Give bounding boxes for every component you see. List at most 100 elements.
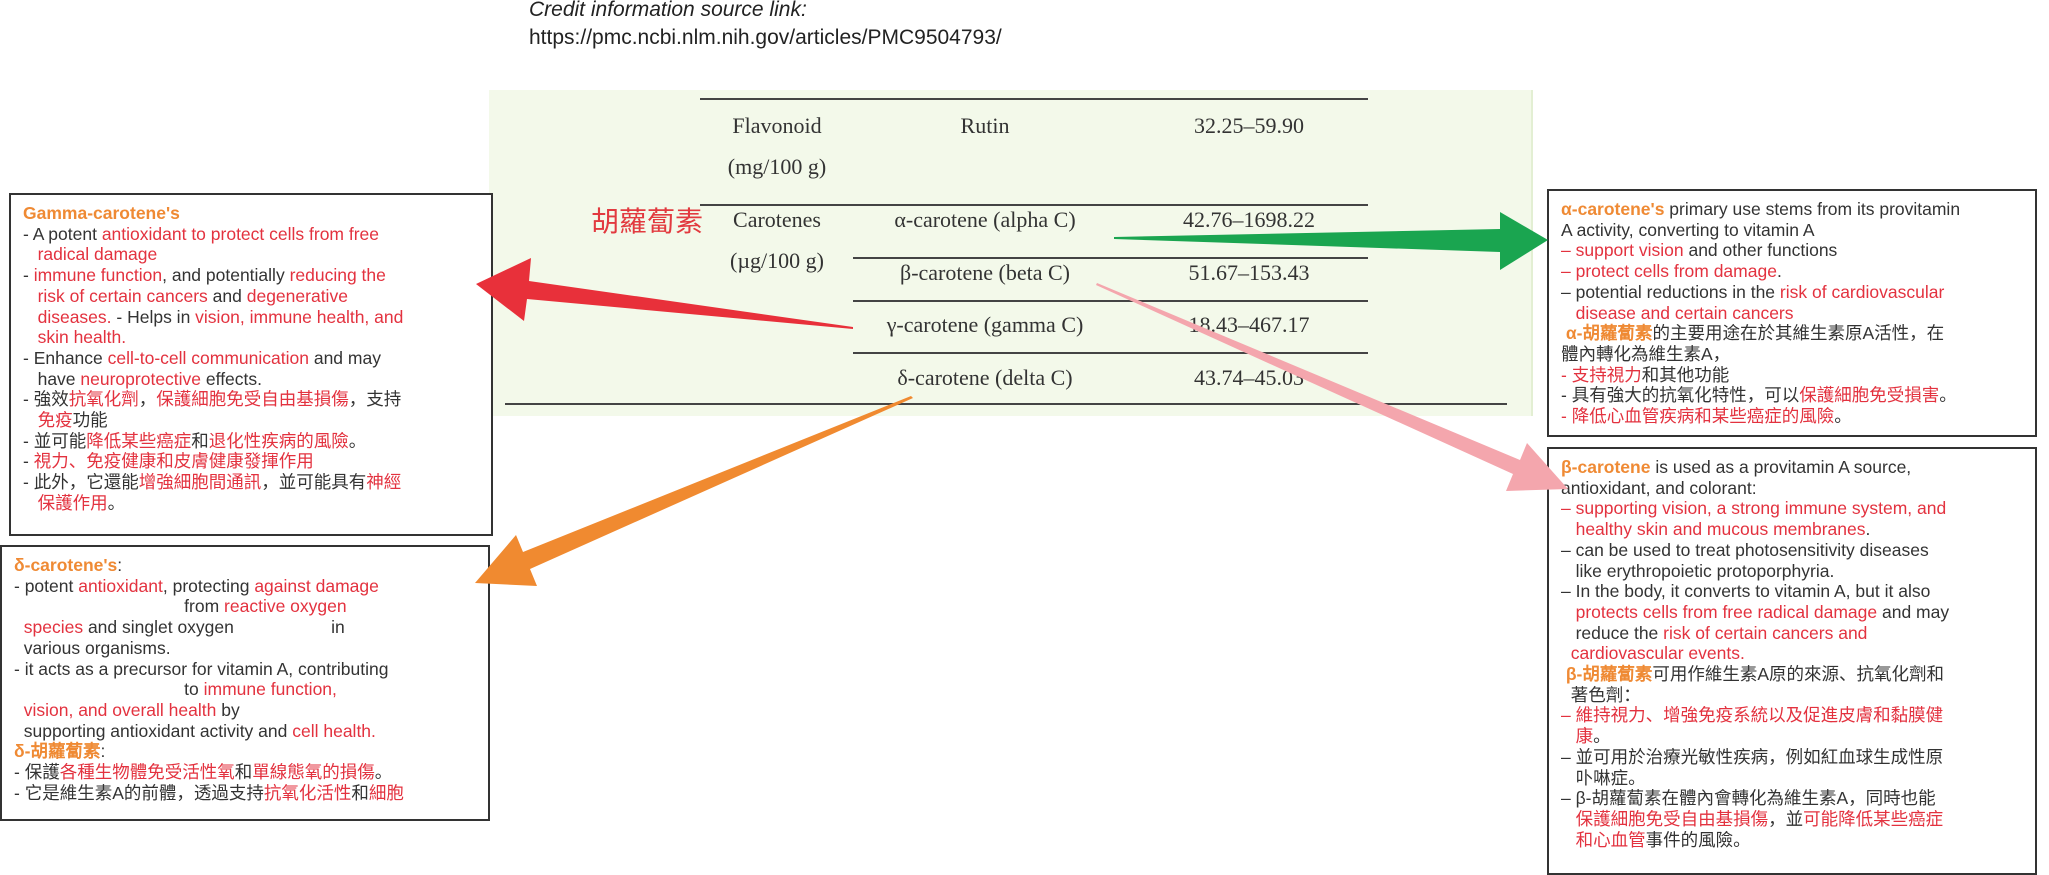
- body-text: 和其他功能: [1641, 364, 1730, 385]
- delta-carotene-note: δ-carotene's: - potent antioxidant, prote…: [0, 545, 490, 821]
- gamma-note-line: - Enhance cell-to-cell communication and…: [23, 348, 479, 369]
- body-text: to: [14, 679, 204, 700]
- body-text: 。: [374, 762, 393, 783]
- body-text: - 強效: [23, 389, 69, 410]
- highlighted-text: immune function,: [203, 679, 337, 700]
- table-rule: [853, 300, 1368, 302]
- beta-note-line: like erythropoietic protoporphyria.: [1561, 561, 2023, 582]
- body-text: A activity, converting to vitamin A: [1561, 219, 1815, 240]
- term-heading: α-carotene's: [1561, 199, 1665, 219]
- body-text: - 保護: [14, 762, 60, 783]
- highlighted-text: - 降低心血管疾病和某些癌症的風險: [1561, 406, 1835, 427]
- term-heading: β-胡蘿蔔素: [1561, 664, 1653, 685]
- highlighted-text: 增強細胞間通訊: [138, 472, 262, 493]
- term-heading: δ-胡蘿蔔素: [14, 741, 101, 762]
- flavonoid-range: 32.25–59.90: [1194, 113, 1304, 138]
- alpha-note-line: α-胡蘿蔔素的主要用途在於其維生素原A活性，在: [1561, 323, 2023, 344]
- highlighted-text: 保護作用: [37, 492, 108, 513]
- beta-note-line: protects cells from free radical damage …: [1561, 602, 2023, 623]
- body-text: from: [14, 596, 225, 617]
- body-text: like erythropoietic protoporphyria.: [1561, 560, 1835, 581]
- body-text: 體內轉化為維生素A，: [1561, 343, 1731, 364]
- table-rule: [853, 352, 1368, 354]
- body-text: - 它是維生素A的前體，透過支持: [14, 782, 264, 803]
- highlighted-text: – 維持視力、增強免疫系統以及促進皮膚和黏膜健: [1561, 705, 1944, 726]
- delta-note-line: - 保護各種生物體免受活性氧和單線態氧的損傷。: [14, 762, 476, 783]
- body-text: , and potentially: [162, 265, 290, 286]
- highlighted-text: 可能降低某些癌症: [1803, 808, 1944, 829]
- beta-note-line: 著色劑：: [1561, 685, 2023, 706]
- body-text: 事件的風險。: [1645, 829, 1751, 850]
- highlighted-text: vision, immune health, and: [195, 306, 404, 327]
- highlighted-text: reactive oxygen: [224, 596, 347, 617]
- highlighted-text: 視力、免疫健康和皮膚健康發揮作用: [33, 451, 314, 472]
- alpha-note-line: - 具有強大的抗氧化特性，可以保護細胞免受損害。: [1561, 385, 2023, 406]
- body-text: – can be used to treat photosensitivity …: [1561, 539, 1929, 560]
- table-rule: [505, 403, 1507, 405]
- body-text: 卟啉症。: [1561, 767, 1646, 788]
- term-heading: α-胡蘿蔔素: [1561, 323, 1653, 344]
- credit-url: https://pmc.ncbi.nlm.nih.gov/articles/PM…: [529, 26, 1002, 49]
- delta-note-line: - potent antioxidant, protecting against…: [14, 576, 476, 597]
- highlighted-text: healthy skin and mucous membranes: [1575, 519, 1866, 540]
- alpha-carotene-note: α-carotene's primary use stems from its …: [1547, 189, 2037, 437]
- highlighted-text: against damage: [254, 575, 379, 596]
- highlighted-text: reducing the: [289, 265, 386, 286]
- body-text: 。: [1834, 406, 1852, 427]
- gamma-note-line: - 此外，它還能增強細胞間通訊，並可能具有神經: [23, 472, 479, 493]
- beta-note-line: reduce the risk of certain cancers and: [1561, 623, 2023, 644]
- body-text: and: [207, 285, 247, 306]
- green-arrow-alpha: [1114, 212, 1548, 270]
- highlighted-text: cardiovascular events.: [1570, 643, 1745, 664]
- beta-note-line: 卟啉症。: [1561, 768, 2023, 789]
- highlighted-text: species: [23, 617, 84, 638]
- beta-note-line: β-carotene is used as a provitamin A sou…: [1561, 457, 2023, 478]
- highlighted-text: 退化性疾病的風險: [208, 430, 349, 451]
- highlighted-text: –: [1561, 240, 1576, 261]
- body-text: 功能: [72, 410, 108, 431]
- highlighted-text: neuroprotective: [80, 368, 202, 389]
- gamma-note-line: Gamma-carotene's: [23, 203, 479, 224]
- gamma-carotene-note: Gamma-carotene's - A potent antioxidant t…: [9, 193, 493, 536]
- alpha-note-line: – protect cells from damage.: [1561, 261, 2023, 282]
- body-text: effects.: [201, 368, 263, 389]
- beta-note-line: healthy skin and mucous membranes.: [1561, 519, 2023, 540]
- alpha-note-line: α-carotene's primary use stems from its …: [1561, 199, 2023, 220]
- delta-note-line: various organisms.: [14, 638, 476, 659]
- flavonoid-unit: (mg/100 g): [727, 154, 827, 179]
- body-text: by: [216, 699, 240, 720]
- body-text: ，並: [1768, 808, 1804, 829]
- delta-note-line: species and singlet oxygen in: [14, 617, 476, 638]
- credit-info: Credit information source link: https://…: [529, 0, 1002, 52]
- highlighted-text: 抗氧化活性: [263, 782, 352, 803]
- highlighted-text: 康: [1575, 726, 1594, 747]
- body-text: -: [23, 451, 34, 472]
- pink-arrow-beta: [1096, 283, 1568, 491]
- body-text: is used as a provitamin A source,: [1650, 457, 1912, 477]
- highlighted-text: disease and certain cancers: [1575, 302, 1794, 323]
- beta-note-line: cardiovascular events.: [1561, 643, 2023, 664]
- body-text: have: [23, 368, 81, 389]
- compound-delta: δ-carotene (delta C): [897, 365, 1073, 390]
- delta-note-line: δ-carotene's:: [14, 555, 476, 576]
- gamma-note-line: - immune function, and potentially reduc…: [23, 265, 479, 286]
- body-text: 和: [234, 762, 253, 783]
- body-text: and singlet oxygen in: [83, 617, 345, 638]
- flavonoid-class: Flavonoid: [732, 113, 822, 138]
- body-text: 。: [348, 430, 367, 451]
- body-text: and may: [1877, 601, 1950, 622]
- highlighted-text: 細胞: [368, 782, 404, 803]
- delta-note-line: to immune function,: [14, 679, 476, 700]
- body-text: reduce the: [1561, 622, 1664, 643]
- highlighted-text: 各種生物體免受活性氧: [59, 762, 235, 783]
- highlighted-text: 保護細胞免受自由基損傷: [1575, 808, 1769, 829]
- gamma-note-line: risk of certain cancers and degenerative: [23, 286, 479, 307]
- highlighted-text: – supporting vision, a strong immune sys…: [1561, 498, 1947, 519]
- range-beta: 51.67–153.43: [1188, 260, 1310, 285]
- highlighted-text: 單線態氧的損傷: [252, 762, 375, 783]
- credit-label: Credit information source link:: [529, 0, 807, 21]
- highlighted-text: support vision: [1575, 240, 1684, 261]
- body-text: - 具有強大的抗氧化特性，可以: [1561, 385, 1800, 406]
- gamma-note-line: - 視力、免疫健康和皮膚健康發揮作用: [23, 451, 479, 472]
